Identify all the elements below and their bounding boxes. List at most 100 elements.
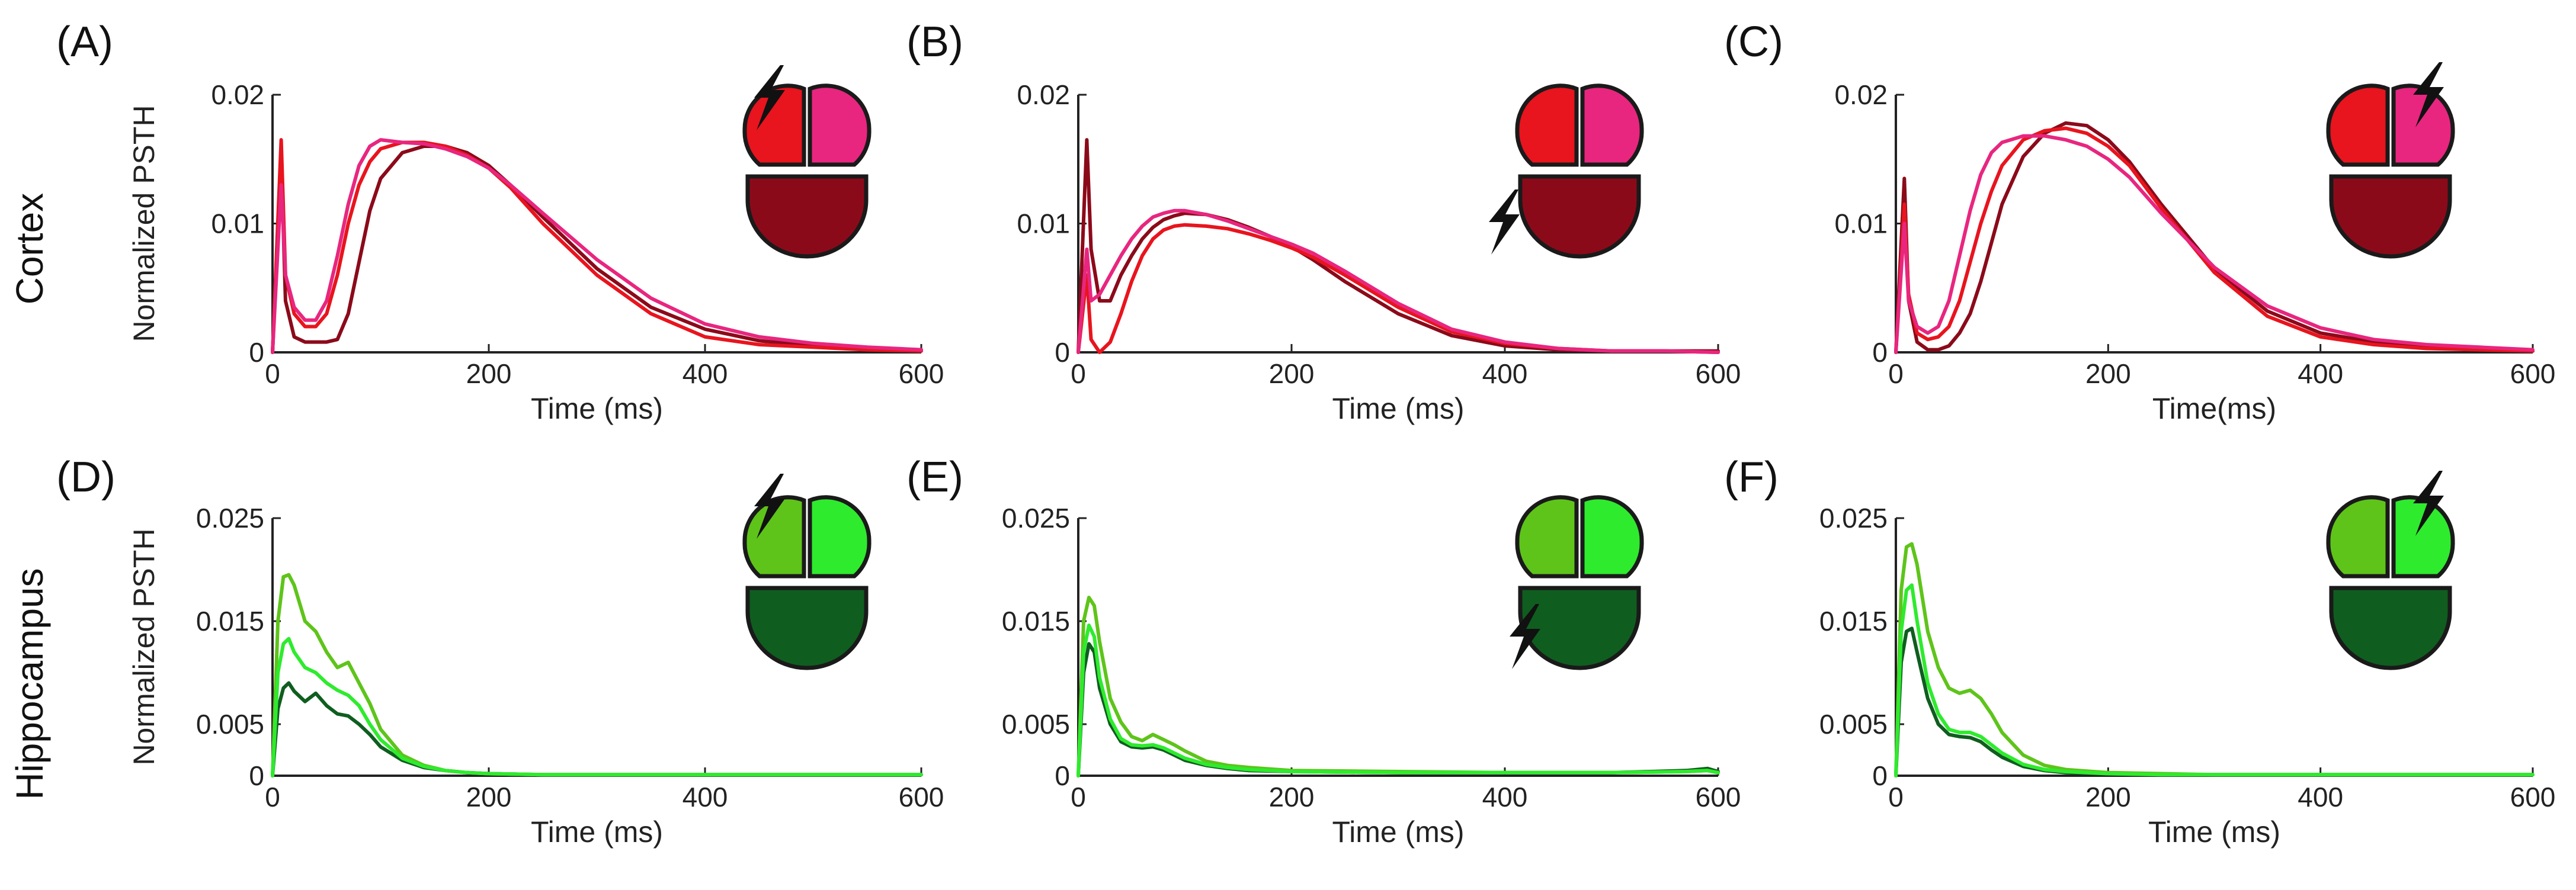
x-tick-label: 600 <box>899 358 944 389</box>
brain-region-bottom-icon <box>2329 174 2452 259</box>
x-tick-label: 0 <box>265 358 280 389</box>
brain-region-right-icon <box>808 495 872 579</box>
y-tick-label: 0.01 <box>211 208 264 239</box>
brain-region-right-icon <box>1580 83 1644 167</box>
y-tick-label: 0.015 <box>1002 606 1070 637</box>
brain-region-left-icon <box>2326 495 2390 579</box>
panel-label: (B) <box>906 18 963 66</box>
series-line-bright-green <box>1076 624 1720 777</box>
x-tick-label: 0 <box>1888 358 1904 389</box>
x-axis-label: Time (ms) <box>531 392 663 425</box>
x-axis-label: Time (ms) <box>1332 815 1464 849</box>
y-axis-label: Normalized PSTH <box>127 105 161 342</box>
y-tick-label: 0.02 <box>211 79 264 110</box>
x-tick-label: 600 <box>2510 782 2556 812</box>
panel-label: (A) <box>56 18 113 66</box>
series-line-dark-red <box>1076 138 1720 354</box>
series-line-magenta <box>271 138 923 354</box>
brain-region-left-icon <box>1515 495 1579 579</box>
lightning-bolt-icon <box>2413 62 2444 127</box>
y-tick-label: 0.01 <box>1017 208 1070 239</box>
x-tick-label: 600 <box>1696 358 1741 389</box>
lightning-bolt-icon <box>1489 189 1520 255</box>
y-tick-label: 0 <box>249 760 264 791</box>
series-line-bright-green <box>271 637 923 777</box>
x-tick-label: 200 <box>1269 782 1315 812</box>
y-tick-label: 0.025 <box>1819 503 1888 534</box>
x-tick-label: 0 <box>1071 358 1086 389</box>
y-tick-label: 0.015 <box>1819 606 1888 637</box>
x-tick-label: 0 <box>1071 782 1086 812</box>
panel-d: (D) 0 200 400 600 0 0.005 0.015 0.025 Time (ms) No… <box>56 454 944 849</box>
x-axis-label: Time (ms) <box>2148 815 2280 849</box>
brain-region-bottom-icon <box>745 174 869 259</box>
x-tick-label: 200 <box>1269 358 1315 389</box>
panel-f: (F) 0 200 400 600 0 0.005 0.015 0.025 Time (ms) <box>1724 454 2555 849</box>
x-tick-label: 200 <box>2085 782 2131 812</box>
lightning-bolt-icon <box>754 65 785 130</box>
y-tick-label: 0 <box>249 337 264 368</box>
brain-region-left-icon <box>1515 83 1579 167</box>
y-tick-label: 0.005 <box>1002 709 1070 740</box>
x-tick-label: 600 <box>2510 358 2556 389</box>
x-tick-label: 400 <box>1482 358 1528 389</box>
panel-e: (E) 0 200 400 600 0 0.005 0.015 0.025 Time (ms) <box>906 454 1741 849</box>
y-tick-label: 0 <box>1055 337 1070 368</box>
x-tick-label: 200 <box>2085 358 2131 389</box>
x-tick-label: 400 <box>683 782 728 812</box>
series-line-dark-green <box>1076 642 1720 777</box>
x-tick-label: 600 <box>1696 782 1741 812</box>
series-line-bright-green <box>1894 583 2535 777</box>
x-tick-label: 600 <box>899 782 944 812</box>
panel-c: (C) 0 200 400 600 0 0.01 0.02 Time(ms) <box>1724 18 2555 425</box>
y-tick-label: 0 <box>1055 760 1070 791</box>
series-line-magenta <box>1076 208 1720 354</box>
x-tick-label: 200 <box>466 358 512 389</box>
y-tick-label: 0.02 <box>1017 79 1070 110</box>
panel-b: (B) 0 200 400 600 0 0.01 0.02 Time (ms) <box>906 18 1741 425</box>
panel-label: (F) <box>1724 454 1779 501</box>
y-tick-label: 0 <box>1872 760 1888 791</box>
series-line-dark-green <box>1894 626 2535 777</box>
brain-region-bottom-icon <box>2329 586 2452 670</box>
y-tick-label: 0.015 <box>196 606 264 637</box>
brain-region-right-icon <box>1580 495 1644 579</box>
lightning-bolt-icon <box>1510 604 1540 669</box>
lightning-bolt-icon <box>2413 471 2444 536</box>
x-tick-label: 400 <box>683 358 728 389</box>
panel-label: (E) <box>906 454 963 501</box>
row-label-hippocampus: Hippocampus <box>8 568 51 799</box>
brain-region-left-icon <box>742 83 806 167</box>
brain-schematic-icon <box>742 65 872 259</box>
brain-region-left-icon <box>742 495 806 579</box>
series-line-dark-red <box>1894 121 2535 354</box>
x-axis-label: Time(ms) <box>2152 392 2276 425</box>
x-tick-label: 400 <box>1482 782 1528 812</box>
x-tick-label: 0 <box>1888 782 1904 812</box>
x-axis-label: Time (ms) <box>1332 392 1464 425</box>
brain-schematic-icon <box>742 474 872 670</box>
lightning-bolt-icon <box>754 474 785 539</box>
y-tick-label: 0.02 <box>1834 79 1888 110</box>
y-tick-label: 0.01 <box>1834 208 1888 239</box>
brain-schematic-icon <box>2326 471 2455 670</box>
brain-region-right-icon <box>2391 83 2455 167</box>
series-line-dark-green <box>271 681 923 777</box>
y-tick-label: 0.025 <box>1002 503 1070 534</box>
y-tick-label: 0.025 <box>196 503 264 534</box>
brain-region-left-icon <box>2326 83 2390 167</box>
brain-schematic-icon <box>1489 83 1644 259</box>
brain-region-bottom-icon <box>1518 174 1641 259</box>
panel-label: (C) <box>1724 18 1783 66</box>
panel-label: (D) <box>56 454 116 501</box>
panel-a: (A) 0 200 400 600 0 0.01 0.02 Time (ms) Normalize… <box>56 18 944 425</box>
brain-schematic-icon <box>1510 495 1644 670</box>
x-axis-label: Time (ms) <box>531 815 663 849</box>
x-tick-label: 400 <box>2298 358 2343 389</box>
brain-region-right-icon <box>808 83 872 167</box>
x-tick-label: 200 <box>466 782 512 812</box>
series-line-dark-red <box>271 144 923 354</box>
x-tick-label: 0 <box>265 782 280 812</box>
series-line-magenta <box>1894 134 2535 354</box>
